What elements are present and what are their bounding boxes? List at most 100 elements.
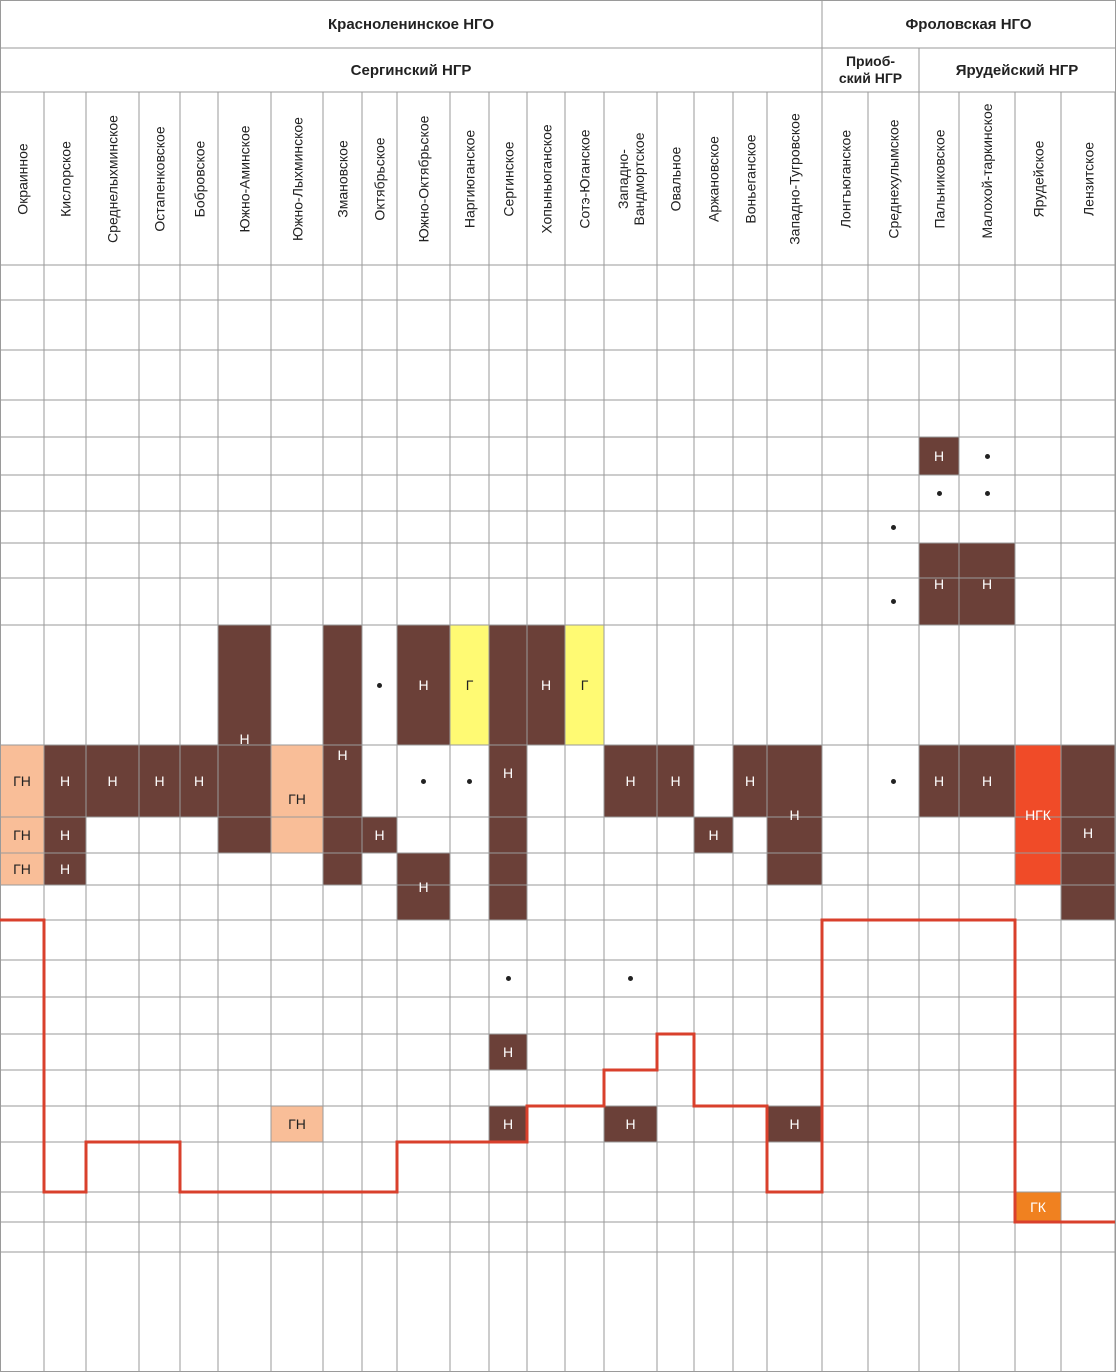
field-name: Хопыньюганское	[538, 123, 554, 234]
deposit-cell	[0, 853, 44, 885]
field-name: Западно-Вандмортское	[614, 131, 647, 226]
deposit-label: Н	[154, 773, 165, 789]
subregion-header-yarudeysky: Ярудейский НГР	[955, 61, 1079, 79]
deposit-label: Н	[502, 1044, 514, 1060]
deposit-cell	[733, 745, 767, 817]
deposit-label: Г	[465, 677, 474, 693]
region-header-krasnoleninskoe: Красноленинское НГО	[328, 15, 494, 33]
field-name: Сергинское	[500, 140, 516, 217]
region-header-frolovskaya: Фроловская НГО	[905, 15, 1032, 33]
deposit-label: Н	[670, 773, 681, 789]
deposit-label: НГК	[1025, 807, 1051, 823]
field-name: Пальниковское	[931, 128, 947, 229]
field-name: Остапенковское	[151, 125, 168, 232]
deposit-cell	[86, 745, 139, 817]
deposit-cell	[919, 437, 959, 475]
deposit-label: Н	[418, 677, 429, 693]
deposit-cell	[271, 745, 323, 853]
deposit-cell	[565, 625, 604, 745]
field-name: Южно-Лыхминское	[289, 116, 305, 241]
field-name: Бобровское	[191, 140, 207, 217]
field-name: Западно-Тугровское	[786, 112, 803, 245]
deposit-label: ГН	[288, 1116, 306, 1132]
deposit-cell	[44, 853, 86, 885]
deposit-cell	[44, 745, 86, 817]
deposit-cell	[323, 625, 362, 885]
deposit-cell	[527, 625, 565, 745]
field-name: Среднелыхминское	[104, 114, 121, 243]
deposit-cell	[657, 745, 694, 817]
deposit-cell	[489, 625, 527, 920]
deposit-label: ГН	[13, 773, 31, 789]
field-name: Сотэ-Юганское	[576, 128, 593, 229]
deposit-cell	[489, 1106, 527, 1142]
deposit-label: Н	[193, 773, 205, 789]
deposit-label: Н	[540, 677, 552, 693]
deposit-label: Н	[744, 773, 756, 789]
deposit-cell	[919, 745, 959, 817]
field-name: Воньеганское	[742, 133, 758, 224]
field-name: Наргиюганское	[461, 129, 478, 228]
deposit-label: Н	[502, 1116, 514, 1132]
field-name: Малохой-таркинское	[979, 102, 995, 239]
deposit-cell	[604, 745, 657, 817]
deposit-label: Г	[580, 677, 589, 693]
deposit-cell	[180, 745, 218, 817]
show-dot	[984, 453, 990, 459]
deposit-cell	[44, 817, 86, 853]
deposit-cell	[767, 745, 822, 885]
deposit-label: Н	[933, 773, 945, 789]
deposit-label: Н	[708, 827, 719, 843]
deposit-label: Н	[933, 448, 945, 464]
field-name: Лензитское	[1080, 141, 1096, 216]
deposit-cell	[397, 625, 450, 745]
deposit-cell	[959, 543, 1015, 625]
deposit-label: Н	[59, 861, 71, 877]
show-dot	[467, 778, 472, 784]
deposit-label: Н	[418, 878, 429, 895]
deposit-label: Н	[107, 773, 118, 789]
field-name: Южно-Октябрьское	[415, 115, 432, 242]
show-dot	[891, 524, 896, 530]
subregion-header-serginsky: Сергинский НГР	[350, 61, 472, 79]
deposit-label: ГН	[288, 791, 306, 807]
deposit-label: Н	[59, 827, 71, 843]
field-name: Октябрьское	[371, 136, 388, 221]
field-name: Лонгъюганское	[837, 129, 853, 228]
show-dot	[891, 599, 896, 604]
deposit-label: Н	[789, 1116, 800, 1132]
deposit-cell	[694, 817, 733, 853]
deposit-label: Н	[625, 773, 636, 789]
field-name: Окраинное	[14, 142, 30, 215]
deposit-cell	[218, 625, 271, 853]
deposit-label: ГК	[1030, 1199, 1046, 1215]
deposit-label: Н	[59, 773, 71, 789]
deposit-cell	[0, 817, 44, 853]
field-name: Змановское	[334, 139, 351, 218]
show-dot	[377, 682, 382, 688]
show-dot	[936, 490, 942, 496]
deposit-label: Н	[337, 747, 348, 763]
deposit-label: ГН	[13, 861, 31, 877]
deposit-cell	[604, 1106, 657, 1142]
show-dot	[421, 778, 426, 784]
deposit-label: Н	[933, 576, 945, 592]
deposit-cell	[1061, 745, 1115, 920]
deposit-label: ГН	[13, 827, 31, 843]
deposit-label: Н	[789, 807, 800, 823]
deposit-label: Н	[625, 1116, 636, 1132]
show-dot	[891, 778, 896, 784]
field-name: Ярудейское	[1030, 140, 1046, 217]
deposit-cell	[959, 745, 1015, 817]
deposit-cell	[139, 745, 180, 817]
deposit-label: Н	[502, 764, 514, 781]
deposit-cell	[0, 745, 44, 817]
field-name: Овальное	[667, 146, 684, 211]
show-dot	[984, 490, 990, 496]
field-name: Кислорское	[57, 140, 73, 217]
deposit-cell	[362, 817, 397, 853]
deposit-cell	[1015, 745, 1061, 885]
deposit-cell	[919, 543, 959, 625]
